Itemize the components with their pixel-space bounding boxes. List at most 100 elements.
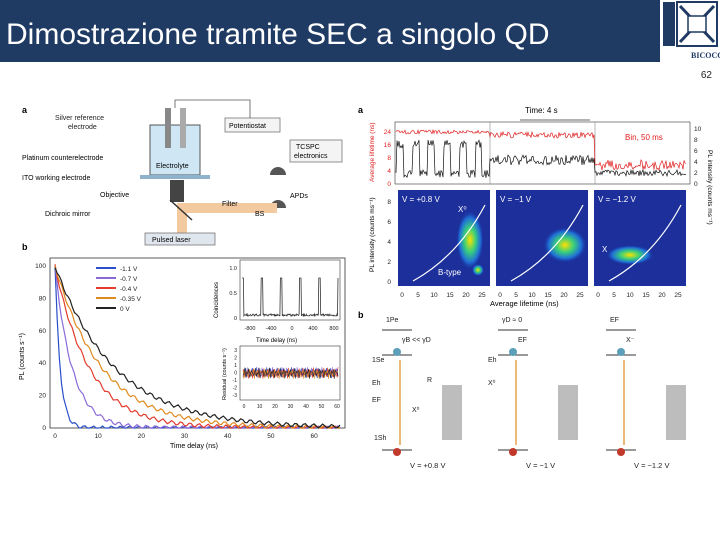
electrode-band [442, 385, 462, 440]
map-x-tick: 25 [674, 292, 682, 299]
intensity-y-tick: 2 [694, 170, 698, 177]
diagram-label: X⁰ [488, 379, 496, 387]
inset-x-tick: 800 [329, 326, 338, 332]
map-x-tick: 15 [642, 292, 650, 299]
map-extra-label: B-type [438, 268, 462, 277]
energy-diagram: γD ≈ 0EFEhX⁰V = −1 V [488, 317, 578, 470]
map-x-tick: 15 [544, 292, 552, 299]
bs-label: BS [255, 211, 265, 218]
intensity-y-tick: 10 [694, 126, 702, 133]
hole [393, 448, 401, 456]
map-x-tick: 15 [446, 292, 454, 299]
map-voltage-label: V = −1.2 V [598, 195, 636, 204]
map-x-tick: 10 [528, 292, 536, 299]
ito-plate [140, 175, 210, 179]
map-density [456, 210, 484, 270]
inset-y-tick: 1.0 [229, 266, 237, 272]
dichroic-label: Dichroic mirror [45, 211, 91, 218]
map-x-tick: 25 [478, 292, 486, 299]
lifetime-ylabel: Average lifetime (ns) [369, 123, 376, 183]
inset-y-tick: 0.5 [229, 291, 237, 297]
residual-x-tick: 50 [319, 404, 325, 410]
left-panel-a-label: a [22, 105, 28, 115]
map-x-tick: 20 [462, 292, 470, 299]
electrode-2 [180, 108, 186, 148]
diagram-label: Eh [372, 380, 381, 387]
diagram-label: EF [372, 397, 381, 404]
potentiostat-label: Potentiostat [229, 123, 266, 130]
map-state-label: X⁰ [458, 205, 467, 214]
map-x-tick: 0 [596, 292, 600, 299]
bin-label: Bin, 50 ms [625, 133, 663, 142]
objective [170, 180, 184, 202]
electrode-band [558, 385, 578, 440]
inset-x-tick: -800 [244, 326, 255, 332]
diagram-label: 1Pe [386, 317, 399, 324]
map-y-tick: 0 [387, 279, 391, 286]
decay-ylabel: PL (counts s⁻¹) [19, 333, 26, 380]
decay-x-tick: 10 [95, 433, 103, 440]
electrode-band [666, 385, 686, 440]
platinum-label: Platinum counterelectrode [22, 155, 103, 162]
residual-x-tick: 20 [272, 404, 278, 410]
lifetime-intensity-maps: V = +0.8 VX⁰B-type0 5 10 15 20 25V = −1 V0 5 10… [387, 190, 686, 299]
map-x-tick: 20 [658, 292, 666, 299]
intensity-y-tick: 6 [694, 148, 698, 155]
map-x-tick: 10 [626, 292, 634, 299]
intensity-y-tick: 8 [694, 137, 698, 144]
intensity-y-ticks: 0 2 4 6 8 10 [694, 126, 702, 188]
electron [617, 348, 625, 356]
time-label: Time: 4 s [525, 106, 558, 115]
hole [617, 448, 625, 456]
diagram-label: Eh [488, 357, 497, 364]
decay-y-tick: 0 [42, 425, 46, 432]
coincidence-inset [240, 260, 340, 320]
decay-xlabel: Time delay (ns) [170, 443, 218, 450]
residual-y-tick: -3 [233, 393, 238, 399]
residual-y-tick: 2 [234, 356, 237, 362]
lifetime-y-tick: 0 [387, 181, 391, 188]
lifetime-y-tick: 16 [384, 142, 392, 149]
decay-x-tick: 20 [138, 433, 146, 440]
electrolyte-label: Electrolyte [156, 163, 189, 170]
energy-diagram: 1Pe γB << γD 1Se Eh EF R X⁰ 1Sh V = +0.8 V [372, 317, 462, 470]
decay-y-tick: 100 [35, 263, 46, 270]
map-density [472, 264, 484, 276]
map-ylabel: PL intensity (counts ms⁻¹) [369, 197, 376, 272]
decay-x-tick: 0 [53, 433, 57, 440]
legend-entry: -0.7 V [120, 276, 138, 283]
apd-detector [270, 167, 286, 175]
inset-xlabel: Time delay (ns) [256, 338, 297, 344]
tcspc-label-2: electronics [294, 153, 328, 160]
residual-y-tick: -1 [233, 378, 238, 384]
residual-x-tick: 30 [288, 404, 294, 410]
lifetime-y-tick: 4 [387, 168, 391, 175]
legend-entry: 0 V [120, 306, 130, 313]
residual-y-tick: 0 [234, 371, 237, 377]
energy-diagrams: 1PeγB << γD1SeEhEFRX⁰1ShV = +0.8 VγD ≈ 0… [372, 317, 686, 470]
lifetime-y-ticks: 0 4 8 16 24 [384, 129, 392, 188]
map-xlabel: Average lifetime (ns) [490, 299, 559, 308]
residual-x-tick: 10 [257, 404, 263, 410]
decay-x-tick: 60 [310, 433, 318, 440]
diagram-label: EF [610, 317, 619, 324]
map-voltage-label: V = +0.8 V [402, 195, 440, 204]
inset-x-tick: 0 [290, 326, 293, 332]
right-panel-a-label: a [358, 105, 364, 115]
energy-diagram: EF X⁻ V = −1.2 V [606, 317, 686, 470]
right-panel-b-label: b [358, 310, 364, 320]
map-x-tick: 0 [498, 292, 502, 299]
diagram-label: X⁰ [412, 406, 420, 414]
intensity-y-tick: 0 [694, 181, 698, 188]
residual-x-tick: 0 [243, 404, 246, 410]
map-x-tick: 5 [416, 292, 420, 299]
residual-y-tick: 1 [234, 363, 237, 369]
residual-y-ticks: 3210-1-2-3 [233, 348, 238, 399]
decay-y-ticks: 020406080100 [35, 263, 46, 432]
legend-entry: -0.35 V [120, 296, 142, 303]
ito-label: ITO working electrode [22, 175, 90, 182]
lifetime-y-tick: 8 [387, 155, 391, 162]
intensity-ylabel: PL intensity (counts ms⁻¹) [706, 150, 713, 225]
map-y-tick: 8 [387, 199, 391, 206]
